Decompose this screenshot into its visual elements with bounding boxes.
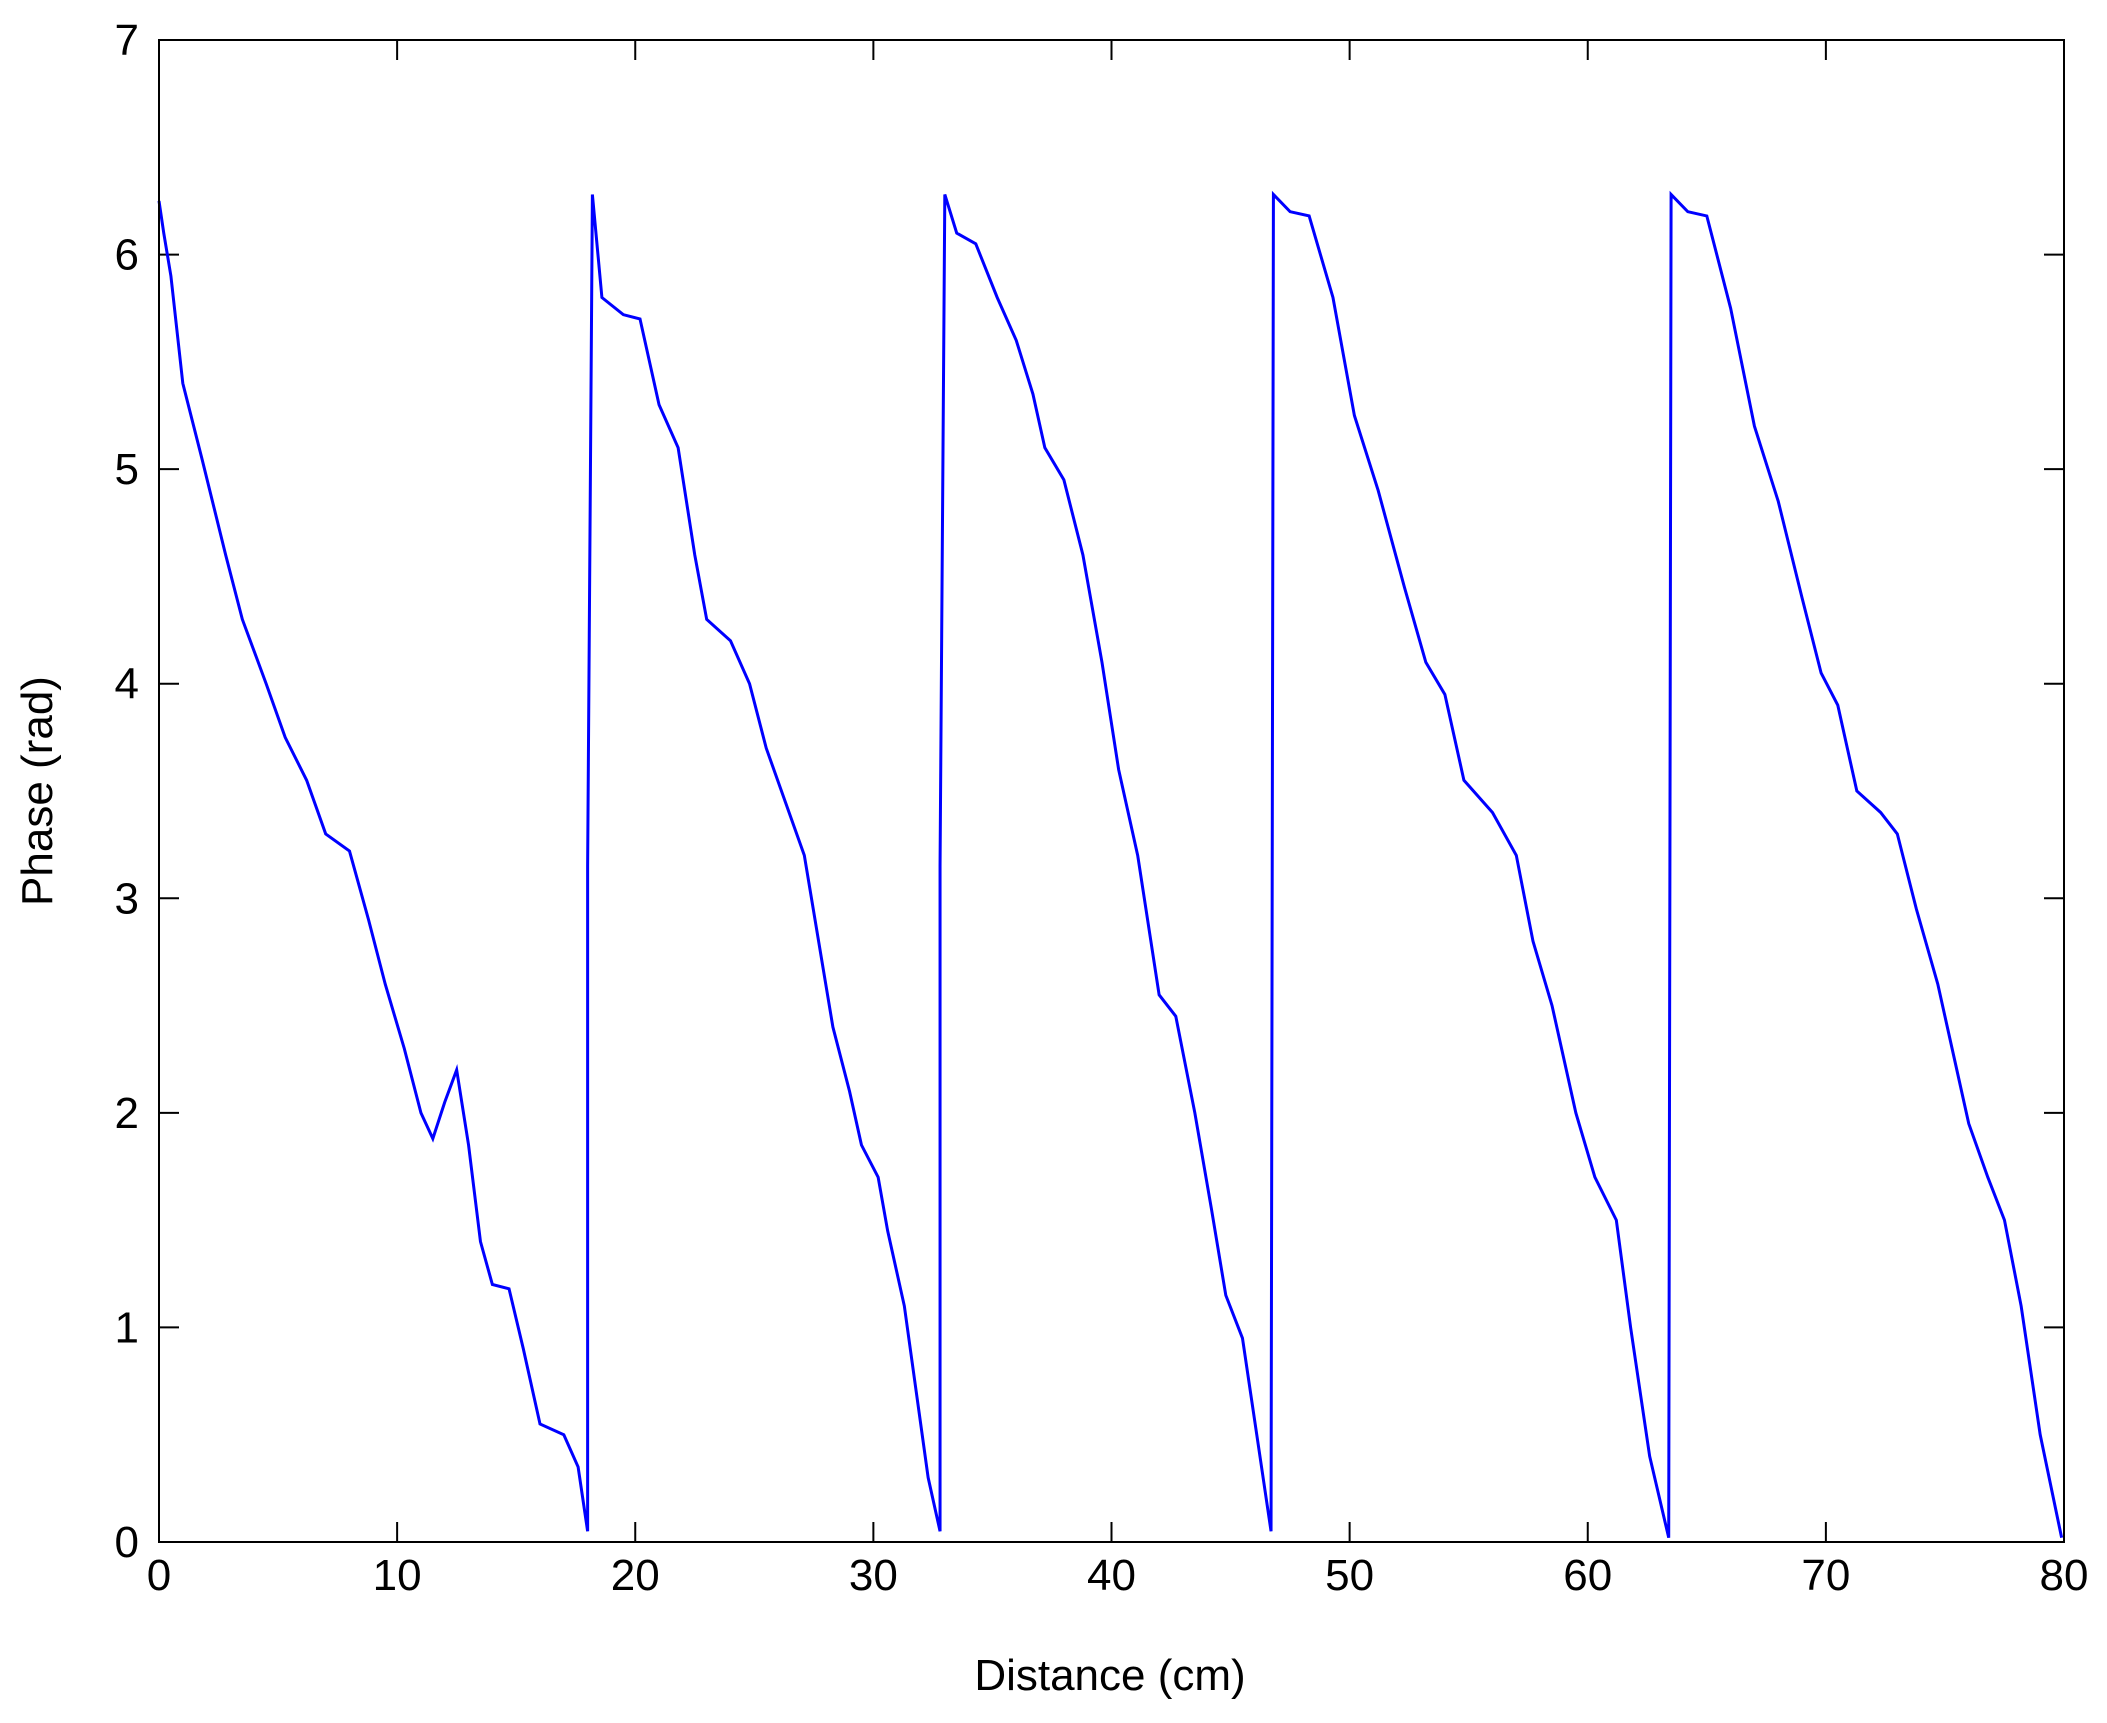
y-tick-label: 0 xyxy=(115,1518,139,1567)
y-tick-label: 4 xyxy=(115,660,139,709)
plot-frame xyxy=(158,39,2065,1543)
y-tick-label: 7 xyxy=(115,16,139,65)
x-tick-label: 80 xyxy=(2040,1551,2089,1600)
x-tick-label: 30 xyxy=(849,1551,898,1600)
y-axis-label: Phase (rad) xyxy=(13,676,62,906)
x-tick-label: 10 xyxy=(373,1551,422,1600)
x-tick-label: 0 xyxy=(147,1551,171,1600)
x-tick-label: 50 xyxy=(1325,1551,1374,1600)
x-tick-label: 40 xyxy=(1087,1551,1136,1600)
y-tick-label: 3 xyxy=(115,874,139,923)
y-tick-label: 5 xyxy=(115,445,139,494)
y-tick-label: 1 xyxy=(115,1303,139,1352)
y-tick-label: 6 xyxy=(115,231,139,280)
x-axis-label: Distance (cm) xyxy=(974,1651,1245,1700)
y-tick-label: 2 xyxy=(115,1089,139,1138)
x-tick-label: 60 xyxy=(1563,1551,1612,1600)
x-tick-label: 20 xyxy=(611,1551,660,1600)
x-tick-label: 70 xyxy=(1801,1551,1850,1600)
data-line xyxy=(157,190,2064,1539)
